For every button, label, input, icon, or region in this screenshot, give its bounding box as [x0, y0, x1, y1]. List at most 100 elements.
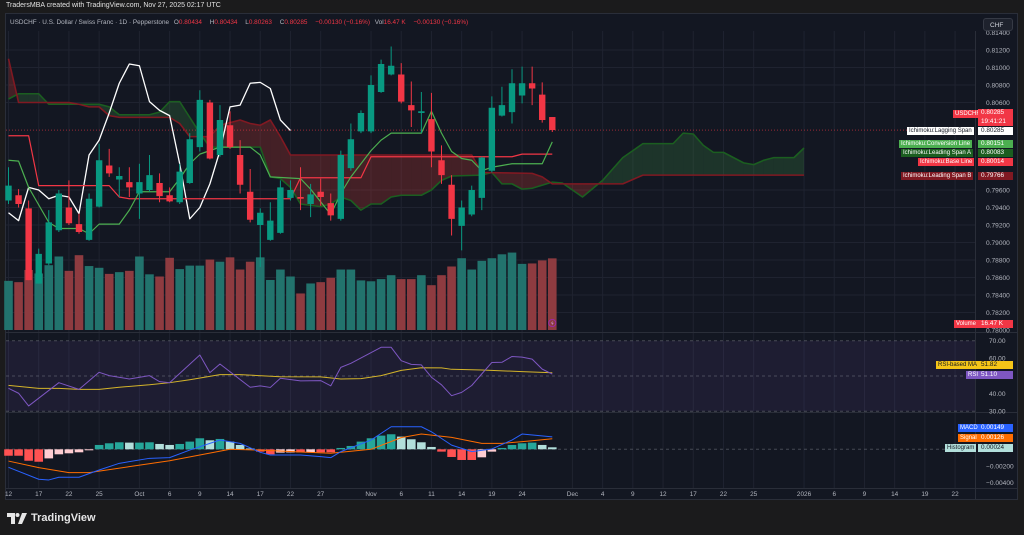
cloud-segment-bullish — [159, 101, 170, 118]
cloud-segment-bullish — [683, 133, 694, 176]
histogram-bar — [286, 449, 295, 453]
candle-body — [307, 194, 314, 204]
symbol-description[interactable]: USDCHF · U.S. Dollar / Swiss Franc · 1D … — [10, 19, 170, 26]
candle — [317, 178, 324, 206]
symbol-price-tag: USDCHF — [953, 110, 982, 118]
candle — [528, 66, 536, 106]
leading-span-a-tag: Ichimoku:Leading Span A — [901, 149, 974, 157]
candle — [518, 66, 526, 104]
histogram-value: 0.00024 — [978, 444, 1013, 452]
candle-body — [95, 160, 103, 207]
candle-body — [196, 99, 204, 148]
candle — [287, 180, 294, 201]
histogram-bar — [537, 444, 547, 450]
brand-name: TradingView — [31, 512, 96, 524]
candle-body — [438, 160, 445, 176]
candle-body — [277, 187, 284, 233]
cloud-segment-bullish — [763, 157, 774, 176]
histogram-bar — [205, 440, 215, 450]
volume-bar — [155, 276, 164, 330]
volume-bars — [4, 252, 557, 330]
volume-bar — [276, 269, 285, 330]
candle — [257, 208, 264, 267]
candle — [387, 46, 395, 76]
histogram-bar — [266, 449, 275, 455]
volume-bar — [185, 265, 195, 330]
time-axis-tick: 14 — [891, 491, 899, 498]
price-axis-tick: 0.81400 — [986, 30, 1010, 37]
volume-bar — [74, 255, 84, 330]
candle — [156, 173, 163, 203]
histogram-bar — [306, 449, 315, 453]
candle — [438, 145, 445, 184]
low-label: L — [245, 19, 249, 26]
high-label: H — [209, 19, 215, 26]
time-axis-tick: 6 — [832, 491, 836, 498]
cloud-segment-bearish — [280, 136, 291, 188]
histogram-bar — [225, 441, 235, 450]
open-value: 0.80434 — [178, 19, 202, 26]
histogram-bar — [94, 444, 104, 450]
candle-body — [55, 193, 63, 231]
time-axis-tick: 6 — [168, 491, 172, 498]
volume-bar — [407, 279, 416, 330]
candle — [136, 163, 143, 219]
tradingview-logo[interactable]: TradingView — [7, 512, 96, 524]
candle — [377, 59, 385, 93]
volume-bar — [114, 272, 124, 330]
price-axis-tick: 0.80800 — [986, 82, 1010, 89]
time-axis-tick: 22 — [952, 491, 960, 498]
macd-value: 0.00149 — [978, 424, 1013, 432]
attribution-text: TradersMBA created with TradingView.com,… — [6, 2, 221, 9]
histogram-bar — [507, 444, 517, 450]
time-axis-tick: Oct — [134, 491, 144, 498]
change-value: −0.00130 (−0.16%) — [315, 19, 370, 26]
histogram-bar — [477, 449, 487, 458]
time-axis-tick: 22 — [287, 491, 295, 498]
histogram-bar — [467, 449, 477, 460]
time-axis-tick: 25 — [96, 491, 104, 498]
macd-histogram — [4, 434, 557, 462]
time-axis-tick: 9 — [863, 491, 867, 498]
candle-body — [317, 191, 324, 197]
candle-body — [478, 157, 485, 198]
bar-countdown: 19:41:21 — [981, 117, 1006, 125]
histogram-bar — [14, 449, 23, 456]
candle-body — [45, 222, 52, 264]
cloud-segment-bearish — [381, 155, 392, 204]
volume-tag-value: 16.47 K — [978, 320, 1013, 328]
volume-bar — [54, 256, 64, 330]
candle — [35, 248, 42, 284]
histogram-bar — [64, 449, 74, 454]
histogram-bar — [447, 449, 456, 457]
time-axis-tick: Nov — [365, 491, 377, 498]
cloud-segment-bullish — [179, 101, 190, 137]
candle-body — [236, 155, 244, 185]
cloud-segment-bearish — [572, 183, 583, 197]
histogram-bar — [417, 442, 426, 450]
candle — [478, 156, 485, 211]
base-line-value: 0.80014 — [978, 158, 1013, 166]
price-axis-tick: 0.78000 — [986, 327, 1010, 334]
symbol-legend: USDCHF · U.S. Dollar / Swiss Franc · 1D … — [10, 19, 471, 26]
time-axis-tick: 9 — [631, 491, 635, 498]
macd-axis-tick: −0.00200 — [986, 463, 1014, 470]
lagging-span-line — [8, 63, 291, 222]
price-axis-tick: 0.78400 — [986, 292, 1010, 299]
candle-body — [116, 176, 123, 180]
currency-button[interactable]: CHF — [983, 18, 1013, 31]
candle-body — [246, 191, 254, 220]
volume-bar — [497, 254, 507, 330]
cloud-segment-bullish — [703, 145, 714, 176]
candle-body — [508, 83, 516, 113]
histogram-bar — [326, 449, 336, 453]
volume-bar — [64, 270, 74, 330]
signal-value: 0.00126 — [978, 434, 1013, 442]
volume-bar — [477, 260, 487, 330]
volume-bar — [104, 273, 114, 330]
candle-body — [337, 155, 345, 219]
volume-bar — [94, 267, 104, 330]
time-axis-tick: 4 — [601, 491, 605, 498]
candle — [55, 190, 63, 232]
